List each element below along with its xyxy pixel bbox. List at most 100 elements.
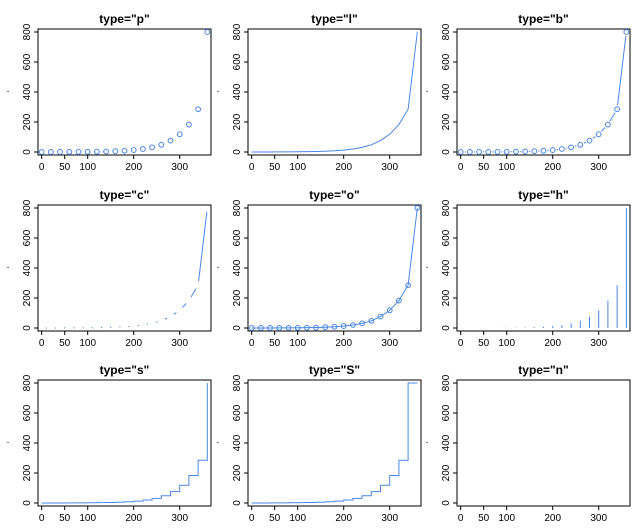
x-tick-label: 200 <box>544 162 561 173</box>
data-point <box>368 317 375 324</box>
data-point <box>93 148 100 155</box>
plot-frame <box>456 28 631 156</box>
panel-title: type="o" <box>309 188 359 202</box>
data-point <box>149 144 156 151</box>
y-tick-label: 800 <box>441 374 452 391</box>
x-tick-label: 300 <box>381 338 398 349</box>
plot-frame <box>247 28 422 156</box>
panel-title: type="S" <box>309 363 360 377</box>
x-tick-label: 0 <box>458 162 464 173</box>
x-tick-label: 50 <box>478 162 490 173</box>
data-point <box>522 148 528 155</box>
x-tick-label: 50 <box>269 338 281 349</box>
y-tick-label: 0 <box>22 500 33 506</box>
y-axis-label: . <box>217 260 220 271</box>
y-axis-label: . <box>7 435 10 446</box>
x-tick-label: 300 <box>381 513 398 524</box>
data-point <box>485 149 492 155</box>
series-line <box>251 31 418 153</box>
x-tick-label: 0 <box>249 338 255 349</box>
y-axis-label: . <box>426 84 429 95</box>
y-tick-label: 0 <box>232 500 243 506</box>
x-tick-label: 50 <box>478 338 490 349</box>
data-point <box>186 121 192 128</box>
y-tick-label: 0 <box>441 325 452 331</box>
series-segment <box>173 312 177 315</box>
data-point <box>75 148 82 155</box>
y-tick-label: 600 <box>232 229 243 246</box>
y-tick-label: 800 <box>22 374 33 391</box>
y-axis-label: . <box>7 84 10 95</box>
data-point <box>396 297 402 304</box>
data-point <box>248 325 255 331</box>
plot-frame <box>247 204 422 332</box>
x-tick-label: 100 <box>498 513 515 524</box>
data-point <box>103 148 109 155</box>
x-tick-label: 200 <box>335 338 352 349</box>
x-tick-label: 0 <box>39 338 45 349</box>
y-tick-label: 0 <box>22 325 33 331</box>
x-tick-label: 200 <box>544 513 561 524</box>
plot-frame <box>247 379 422 507</box>
y-tick-label: 400 <box>441 259 452 276</box>
y-tick-label: 800 <box>22 23 33 40</box>
series-segment <box>583 141 587 144</box>
x-tick-label: 300 <box>381 162 398 173</box>
y-axis-label: . <box>217 84 220 95</box>
y-tick-label: 600 <box>22 229 33 246</box>
series-line <box>251 207 418 329</box>
data-point <box>405 282 412 289</box>
x-tick-label: 0 <box>39 162 45 173</box>
x-tick-label: 0 <box>458 338 464 349</box>
y-tick-label: 200 <box>232 113 243 130</box>
y-tick-label: 600 <box>441 229 452 246</box>
y-tick-label: 200 <box>232 289 243 306</box>
data-point <box>176 131 183 138</box>
plot-frame <box>456 204 631 332</box>
x-tick-label: 200 <box>125 513 142 524</box>
plot-frame <box>456 379 631 507</box>
x-tick-label: 200 <box>125 162 142 173</box>
data-point <box>503 148 510 155</box>
y-tick-label: 800 <box>232 374 243 391</box>
panel-3: type="b". 0 50 100 200 300 0 200 400 600 800 <box>426 12 631 173</box>
data-point <box>377 313 384 320</box>
x-tick-label: 300 <box>590 338 607 349</box>
series-step-line <box>41 383 208 504</box>
series-segment <box>190 288 197 298</box>
y-tick-label: 0 <box>232 325 243 331</box>
data-point <box>586 137 593 144</box>
data-point <box>257 325 264 331</box>
y-tick-label: 200 <box>22 289 33 306</box>
y-tick-label: 600 <box>22 53 33 70</box>
y-tick-label: 400 <box>232 83 243 100</box>
panel-2: type="l". 0 50 100 200 300 0 200 400 600 800 <box>217 12 422 173</box>
data-point <box>322 324 329 331</box>
y-tick-label: 600 <box>441 53 452 70</box>
data-point <box>57 149 63 155</box>
plot-frame <box>37 28 212 156</box>
data-point <box>540 147 547 154</box>
x-tick-label: 300 <box>171 338 188 349</box>
x-tick-label: 100 <box>79 513 96 524</box>
panel-6: type="h". 0 50 100 200 300 0 200 400 600 800 <box>426 188 631 349</box>
panel-7: type="s". 0 50 100 200 300 0 200 400 600 800 <box>7 363 212 524</box>
data-point <box>568 144 575 151</box>
x-tick-label: 100 <box>79 338 96 349</box>
data-point <box>595 131 602 138</box>
panel-1: type="p". 0 50 100 200 300 0 200 400 600 800 <box>7 12 212 173</box>
data-point <box>121 147 128 154</box>
data-point <box>140 146 146 152</box>
y-tick-label: 600 <box>441 404 452 421</box>
data-point <box>466 149 473 155</box>
data-point <box>313 324 319 331</box>
data-point <box>84 148 91 155</box>
y-tick-label: 800 <box>232 199 243 216</box>
y-axis-label: . <box>217 435 220 446</box>
series-step-line <box>251 382 418 504</box>
y-tick-label: 400 <box>441 83 452 100</box>
data-point <box>294 324 301 331</box>
data-point <box>340 323 347 329</box>
y-tick-label: 200 <box>22 464 33 481</box>
